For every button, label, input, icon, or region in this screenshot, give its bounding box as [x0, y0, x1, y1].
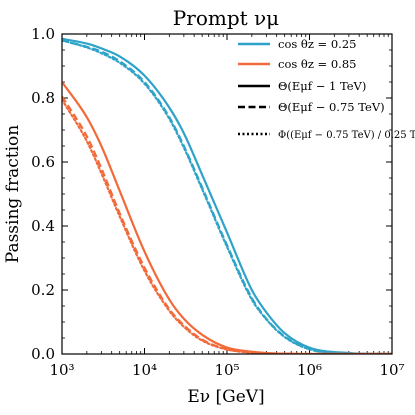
y-tick-label: 0.6	[31, 153, 55, 171]
legend-style-label: Θ(Eμf − 0.75 TeV)	[278, 100, 385, 114]
series-line-1	[62, 37, 392, 354]
series-line-3	[62, 39, 392, 354]
x-tick-label: 10⁶	[297, 361, 322, 379]
y-axis-ticks: 0.0 0.2 0.4 0.6 0.8 1.0	[31, 25, 392, 363]
y-axis-label: Passing fraction	[3, 125, 23, 264]
x-tick-label: 10³	[49, 361, 74, 379]
x-tick-label: 10⁴	[132, 361, 157, 379]
x-tick-label: 10⁵	[214, 361, 239, 379]
legend-style-label: Θ(Eμf − 1 TeV)	[278, 79, 366, 93]
y-tick-label: 0.4	[31, 217, 55, 235]
chart-title: Prompt νμ	[173, 6, 279, 30]
y-tick-label: 1.0	[31, 25, 55, 43]
plot-frame	[61, 33, 393, 355]
legend-color-label: cos θz = 0.85	[278, 57, 356, 71]
y-tick-label: 0.2	[31, 281, 55, 299]
legend: cos θz = 0.25 cos θz = 0.85 Θ(Eμf − 1 TeV)…	[238, 37, 415, 141]
legend-color-label: cos θz = 0.25	[278, 37, 356, 51]
x-axis-label: Eν [GeV]	[187, 387, 264, 407]
legend-style-label: Φ((Eμf − 0.75 TeV) / 0.25 TeV)	[278, 130, 415, 141]
y-tick-label: 0.8	[31, 89, 55, 107]
x-tick-label: 10⁷	[379, 361, 404, 379]
series-line-4	[62, 81, 392, 354]
y-tick-label: 0.0	[31, 345, 55, 363]
